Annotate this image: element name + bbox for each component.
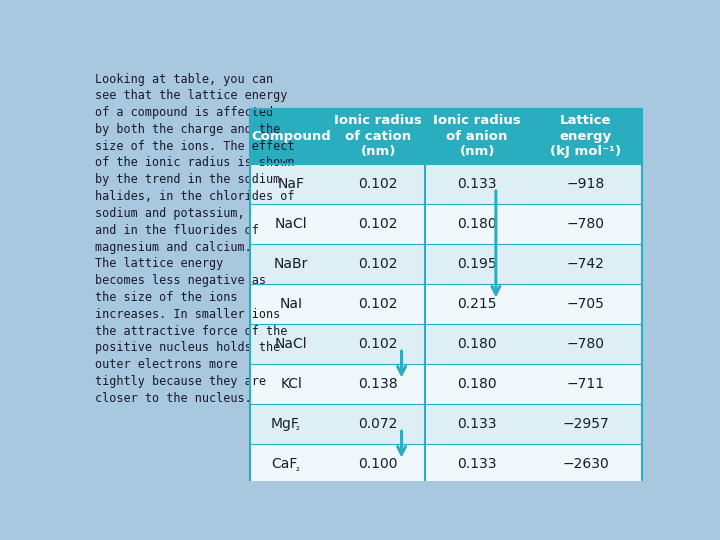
Text: 0.138: 0.138 xyxy=(359,377,398,392)
Text: ₂: ₂ xyxy=(296,422,300,433)
Text: 0.072: 0.072 xyxy=(359,417,398,431)
Text: −780: −780 xyxy=(567,217,605,231)
Text: 0.102: 0.102 xyxy=(359,217,398,231)
Text: NaCl: NaCl xyxy=(275,338,307,352)
Text: 0.180: 0.180 xyxy=(457,377,497,392)
Bar xyxy=(251,364,642,404)
Text: −2630: −2630 xyxy=(562,457,609,471)
Text: 0.102: 0.102 xyxy=(359,257,398,271)
Text: CaF: CaF xyxy=(271,457,298,471)
Text: ₂: ₂ xyxy=(296,462,300,472)
Text: −2957: −2957 xyxy=(562,417,609,431)
Bar xyxy=(251,164,642,204)
Text: 0.133: 0.133 xyxy=(457,177,497,191)
Text: −780: −780 xyxy=(567,338,605,352)
Text: 0.133: 0.133 xyxy=(457,417,497,431)
Bar xyxy=(251,204,642,244)
Text: NaI: NaI xyxy=(279,297,302,311)
Text: Lattice
energy
(kJ mol⁻¹): Lattice energy (kJ mol⁻¹) xyxy=(550,114,621,158)
Text: MgF: MgF xyxy=(271,417,300,431)
Text: Looking at table, you can
see that the lattice energy
of a compound is affected
: Looking at table, you can see that the l… xyxy=(96,72,295,404)
Bar xyxy=(251,284,642,325)
Bar xyxy=(251,404,642,444)
Bar xyxy=(251,109,642,484)
Text: Ionic radius
of cation
(nm): Ionic radius of cation (nm) xyxy=(334,114,422,158)
Text: −711: −711 xyxy=(567,377,605,392)
Text: 0.133: 0.133 xyxy=(457,457,497,471)
Text: 0.215: 0.215 xyxy=(457,297,497,311)
Bar xyxy=(251,244,642,284)
Bar xyxy=(251,325,642,364)
Text: NaF: NaF xyxy=(278,177,305,191)
Text: 0.102: 0.102 xyxy=(359,297,398,311)
Bar xyxy=(251,109,642,164)
Text: −705: −705 xyxy=(567,297,605,311)
Text: Compound: Compound xyxy=(251,130,331,143)
Bar xyxy=(251,444,642,484)
Text: −918: −918 xyxy=(567,177,605,191)
Text: 0.102: 0.102 xyxy=(359,177,398,191)
Text: KCl: KCl xyxy=(280,377,302,392)
Text: NaBr: NaBr xyxy=(274,257,308,271)
Text: 0.180: 0.180 xyxy=(457,217,497,231)
Text: 0.180: 0.180 xyxy=(457,338,497,352)
Text: NaCl: NaCl xyxy=(275,217,307,231)
Text: Ionic radius
of anion
(nm): Ionic radius of anion (nm) xyxy=(433,114,521,158)
Text: 0.100: 0.100 xyxy=(359,457,398,471)
Text: −742: −742 xyxy=(567,257,605,271)
Text: 0.102: 0.102 xyxy=(359,338,398,352)
Text: 0.195: 0.195 xyxy=(457,257,497,271)
